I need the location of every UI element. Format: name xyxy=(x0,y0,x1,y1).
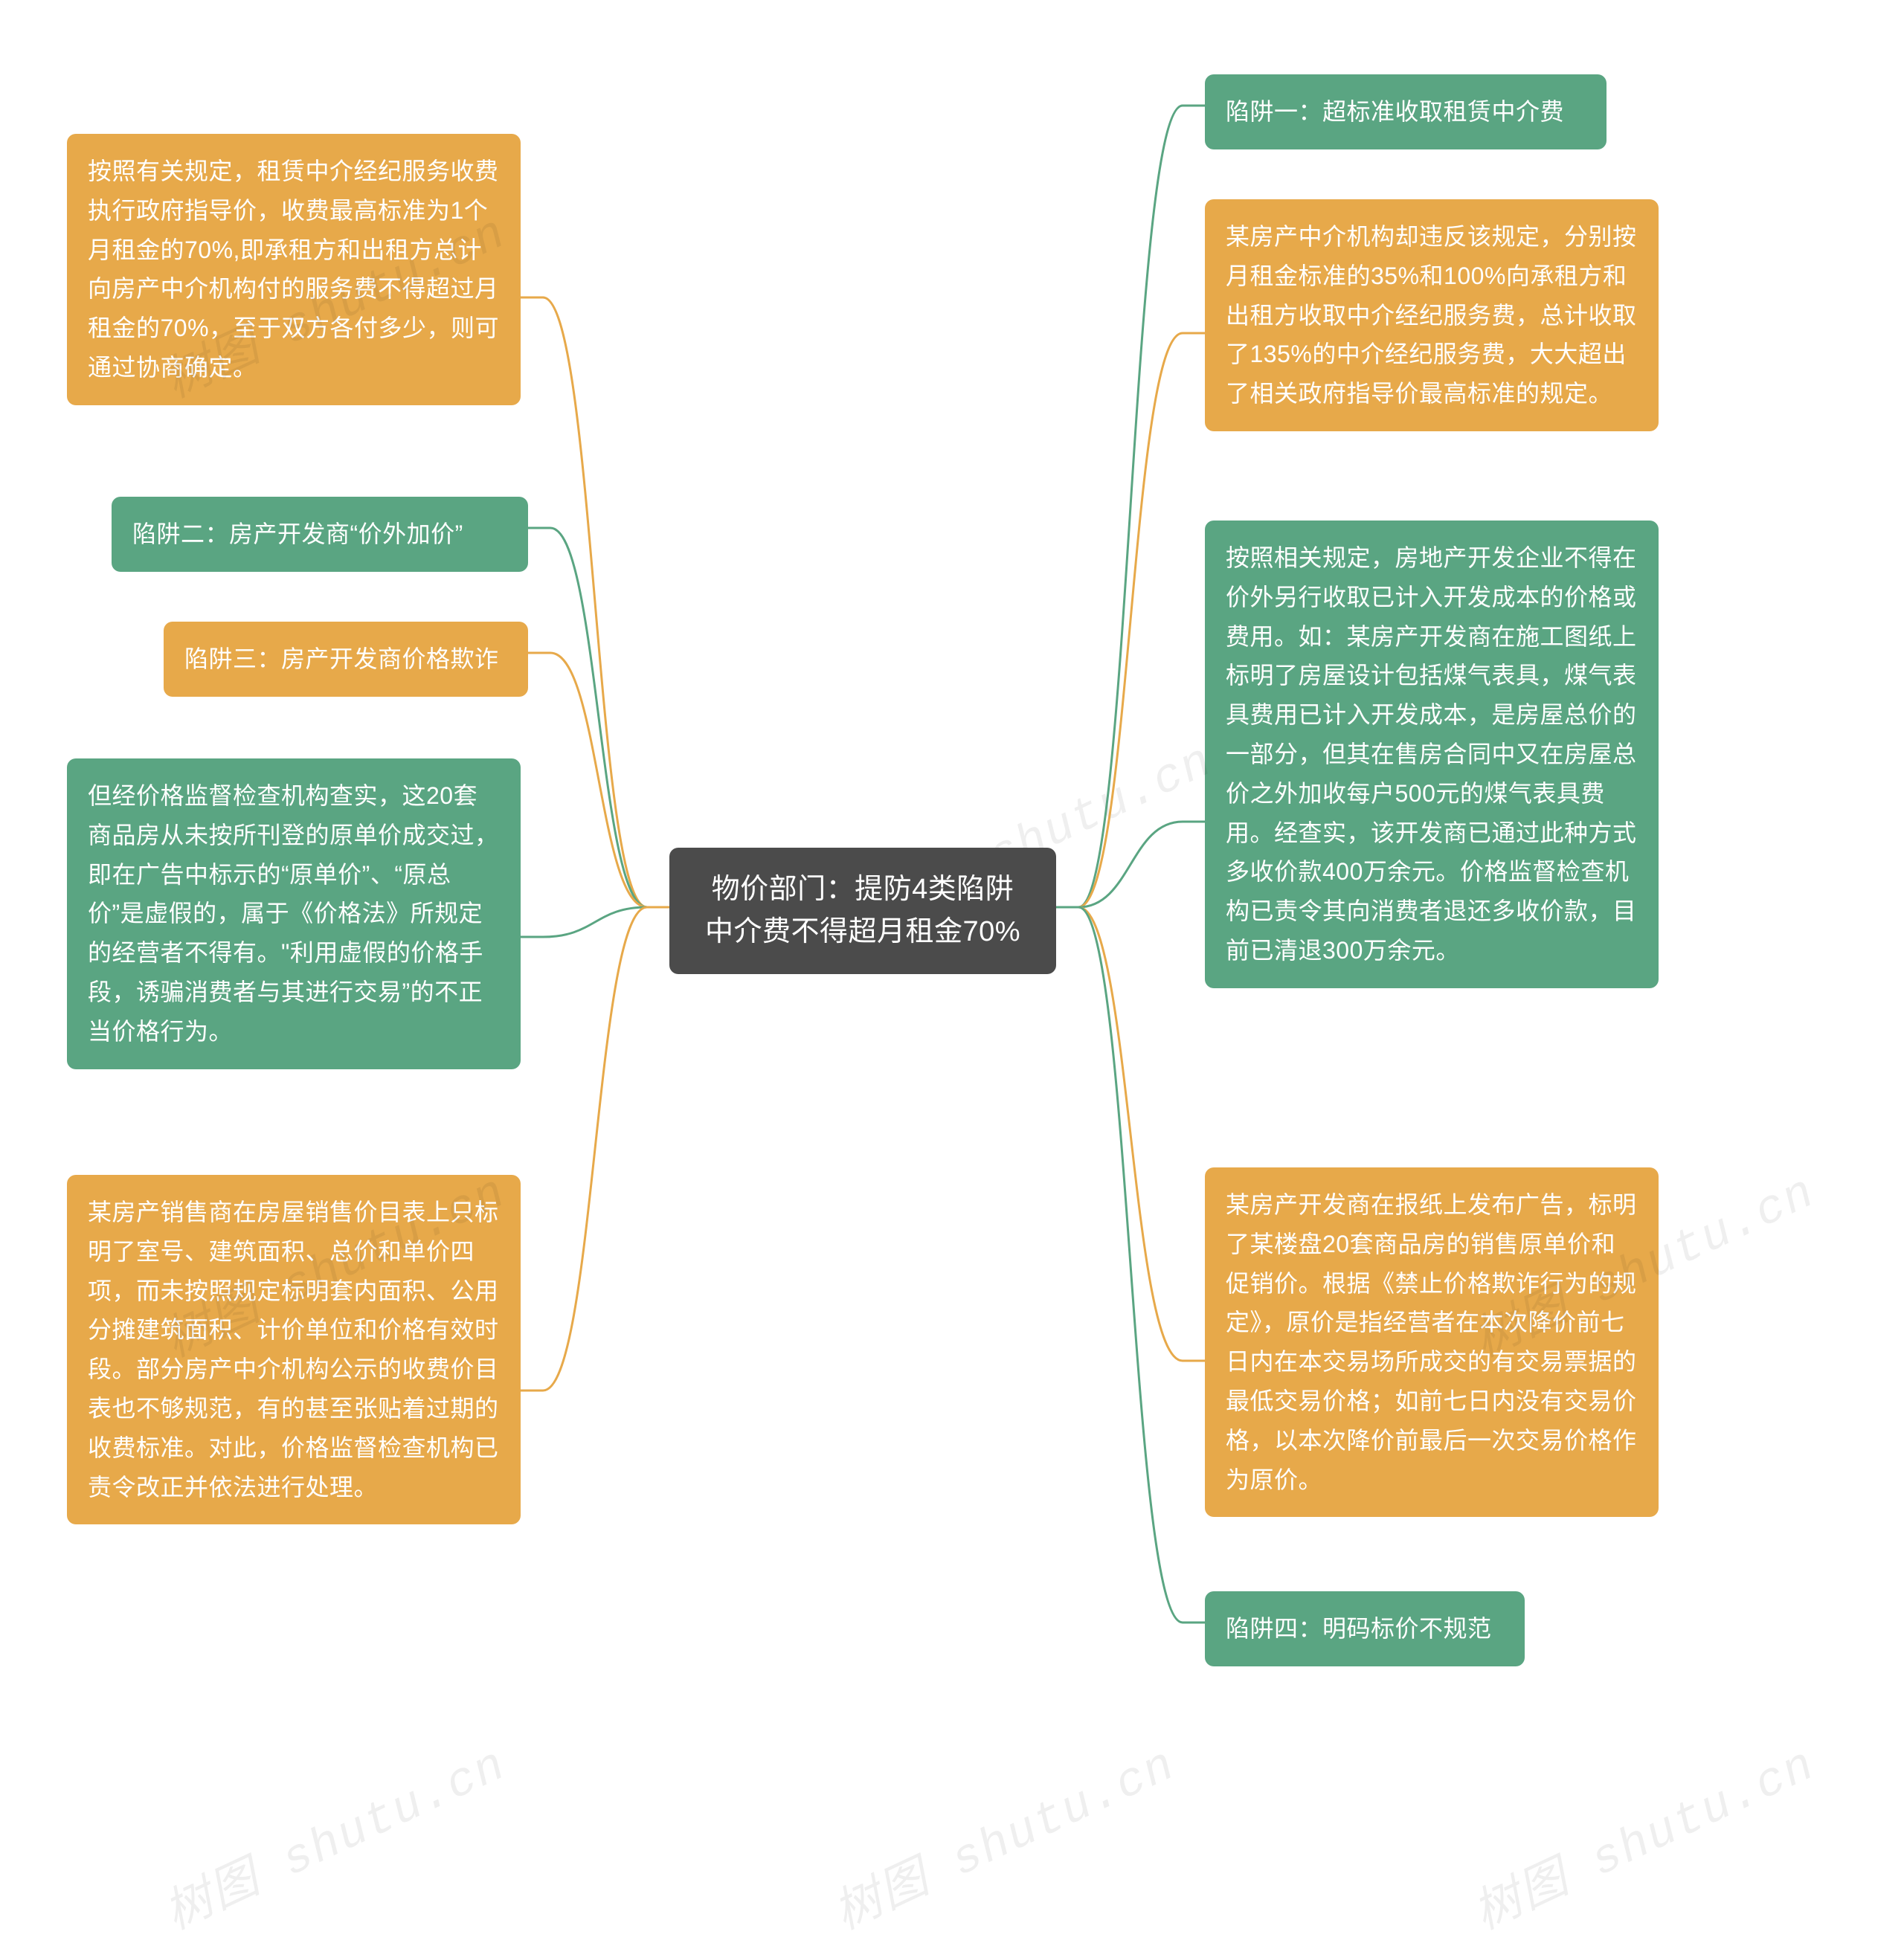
connector-line xyxy=(521,297,669,907)
mindmap-node-R3: 按照相关规定，房地产开发企业不得在价外另行收取已计入开发成本的价格或费用。如：某… xyxy=(1205,521,1659,988)
mindmap-node-L1: 按照有关规定，租赁中介经纪服务收费执行政府指导价，收费最高标准为1个月租金的70… xyxy=(67,134,521,405)
mindmap-node-R1: 陷阱一：超标准收取租赁中介费 xyxy=(1205,74,1606,149)
watermark: 树图 shutu.cn xyxy=(152,1725,515,1943)
mindmap-node-R4: 某房产开发商在报纸上发布广告，标明了某楼盘20套商品房的销售原单价和促销价。根据… xyxy=(1205,1167,1659,1517)
connector-line xyxy=(1056,333,1205,907)
mindmap-node-L5: 某房产销售商在房屋销售价目表上只标明了室号、建筑面积、总价和单价四项，而未按照规… xyxy=(67,1175,521,1524)
mindmap-node-L4: 但经价格监督检查机构查实，这20套商品房从未按所刊登的原单价成交过，即在广告中标… xyxy=(67,758,521,1069)
connector-line xyxy=(521,907,669,1391)
mindmap-node-R2: 某房产中介机构却违反该规定，分别按月租金标准的35%和100%向承租方和出租方收… xyxy=(1205,199,1659,431)
mindmap-node-L2: 陷阱二：房产开发商“价外加价” xyxy=(112,497,528,572)
root-title-line2: 中介费不得超月租金70% xyxy=(693,911,1032,953)
connector-line xyxy=(1056,106,1205,907)
mindmap-root: 物价部门：提防4类陷阱 中介费不得超月租金70% xyxy=(669,848,1056,974)
connector-line xyxy=(521,907,669,937)
connector-line xyxy=(528,528,669,907)
mindmap-node-L3: 陷阱三：房产开发商价格欺诈 xyxy=(164,622,528,697)
mindmap-node-R5: 陷阱四：明码标价不规范 xyxy=(1205,1591,1525,1666)
root-title-line1: 物价部门：提防4类陷阱 xyxy=(693,869,1032,911)
connector-line xyxy=(1056,907,1205,1623)
connector-line xyxy=(1056,822,1205,907)
connector-line xyxy=(528,653,669,907)
connector-line xyxy=(1056,907,1205,1361)
watermark: 树图 shutu.cn xyxy=(821,1725,1185,1943)
watermark: 树图 shutu.cn xyxy=(1461,1725,1824,1943)
